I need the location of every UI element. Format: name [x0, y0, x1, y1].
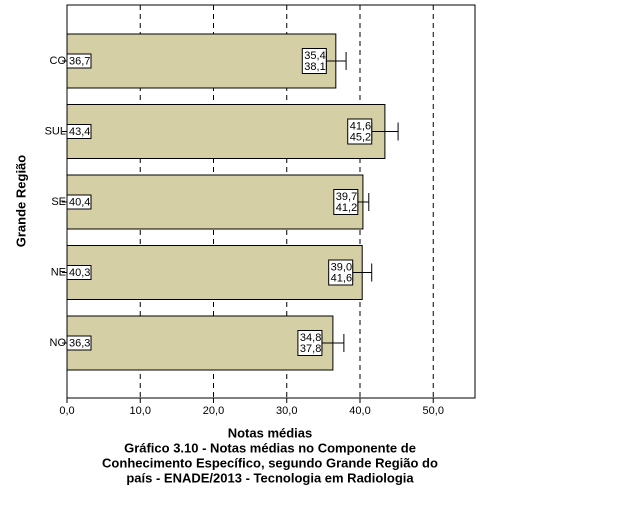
data-label: 37,8 — [300, 343, 321, 355]
x-tick-label: 10,0 — [130, 405, 151, 417]
y-tick-label: SE — [51, 196, 66, 208]
x-tick-label: 20,0 — [203, 405, 224, 417]
data-label: 36,7 — [69, 55, 90, 67]
y-tick-label: NO — [50, 337, 67, 349]
chart-title: Gráfico 3.10 - Notas médias no Component… — [124, 440, 416, 455]
data-label: 36,3 — [69, 337, 90, 349]
label-box — [328, 259, 354, 286]
x-axis-title: Notas médias — [228, 425, 313, 440]
data-label: 34,8 — [300, 332, 321, 344]
label-box — [66, 265, 92, 280]
bar — [66, 33, 337, 89]
label-box — [66, 335, 92, 351]
chart-title: Conhecimento Específico, segundo Grande … — [102, 455, 438, 470]
label-box — [301, 48, 327, 74]
data-label: 41,6 — [350, 120, 371, 132]
bar — [66, 315, 334, 371]
data-label: 38,1 — [304, 61, 325, 73]
label-box — [297, 330, 323, 356]
data-label: 40,3 — [69, 267, 90, 279]
y-tick-label: CO — [50, 55, 67, 67]
label-box — [347, 118, 373, 145]
y-axis-title: Grande Região — [13, 155, 28, 248]
data-label: 39,0 — [331, 261, 352, 273]
y-tick-label: NE — [51, 266, 66, 278]
x-tick-label: 50,0 — [423, 405, 444, 417]
label-box — [66, 194, 92, 210]
data-label: 35,4 — [304, 50, 325, 62]
data-label: 40,4 — [69, 196, 90, 208]
bar — [66, 174, 364, 230]
data-label: 39,7 — [336, 191, 357, 203]
chart-title: país - ENADE/2013 - Tecnologia em Radiol… — [126, 470, 414, 485]
x-tick-label: 0,0 — [59, 405, 74, 417]
data-label: 43,4 — [69, 126, 90, 138]
label-box — [66, 124, 92, 139]
bar — [66, 245, 363, 300]
data-label: 45,2 — [350, 131, 371, 143]
x-tick-label: 40,0 — [349, 405, 370, 417]
label-box — [333, 189, 359, 215]
data-label: 41,2 — [336, 202, 357, 214]
bar — [66, 104, 386, 159]
x-tick-label: 30,0 — [276, 405, 297, 417]
label-box — [66, 53, 92, 69]
y-tick-label: SUL — [45, 125, 66, 137]
data-label: 41,6 — [331, 272, 352, 284]
